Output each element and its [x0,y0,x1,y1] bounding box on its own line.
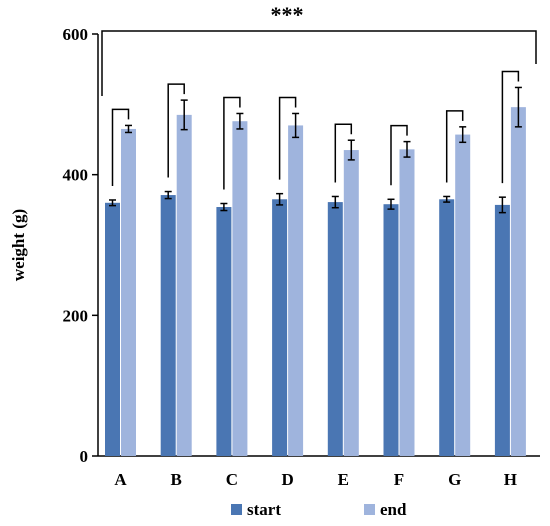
y-axis-title: weight (g) [9,209,28,281]
bars [105,107,526,457]
bar-end-E [343,150,359,457]
bar-start-E [327,202,343,456]
bracket-H [501,70,520,184]
bar-start-G [439,199,455,457]
bar-start-D [272,199,288,457]
y-tick-label: 600 [63,25,89,44]
x-tick-label: A [114,470,127,489]
significance-brackets [101,30,537,190]
bar-end-H [510,107,526,456]
x-tick-label: E [338,470,349,489]
overall-bracket [101,30,537,96]
x-tick-label: D [281,470,293,489]
legend-label-start: start [247,500,281,519]
y-tick-label: 400 [63,166,89,185]
legend: start end [231,500,407,519]
x-tick-label: G [448,470,461,489]
x-tick-label: F [394,470,404,489]
overall-significance-label: *** [271,2,304,27]
bracket-G [445,110,464,183]
y-tick-label: 200 [63,306,89,325]
bar-end-G [455,134,471,456]
bar-start-A [105,202,120,456]
bar-end-F [399,149,415,456]
x-tick-label: H [504,470,517,489]
bracket-F [390,124,408,186]
x-tick-label: B [171,470,182,489]
bar-end-C [232,121,248,457]
bar-end-D [288,125,304,456]
bar-start-B [160,195,176,456]
legend-swatch-start [231,504,242,515]
bracket-D [278,96,297,180]
bracket-E [334,123,353,183]
bracket-B [167,83,185,178]
bar-start-F [383,204,399,456]
legend-label-end: end [380,500,407,519]
x-tick-label: C [226,470,238,489]
bracket-C [223,96,241,190]
bar-start-H [494,204,510,456]
bar-end-B [176,114,192,456]
bar-start-C [216,207,232,456]
legend-swatch-end [364,504,375,515]
x-ticks: A B C D E F G H [114,470,517,489]
error-bars [109,86,522,214]
bar-end-A [121,128,136,456]
y-tick-label: 0 [80,447,89,466]
bracket-A [111,108,130,186]
y-ticks: 0 200 400 600 [63,25,98,466]
